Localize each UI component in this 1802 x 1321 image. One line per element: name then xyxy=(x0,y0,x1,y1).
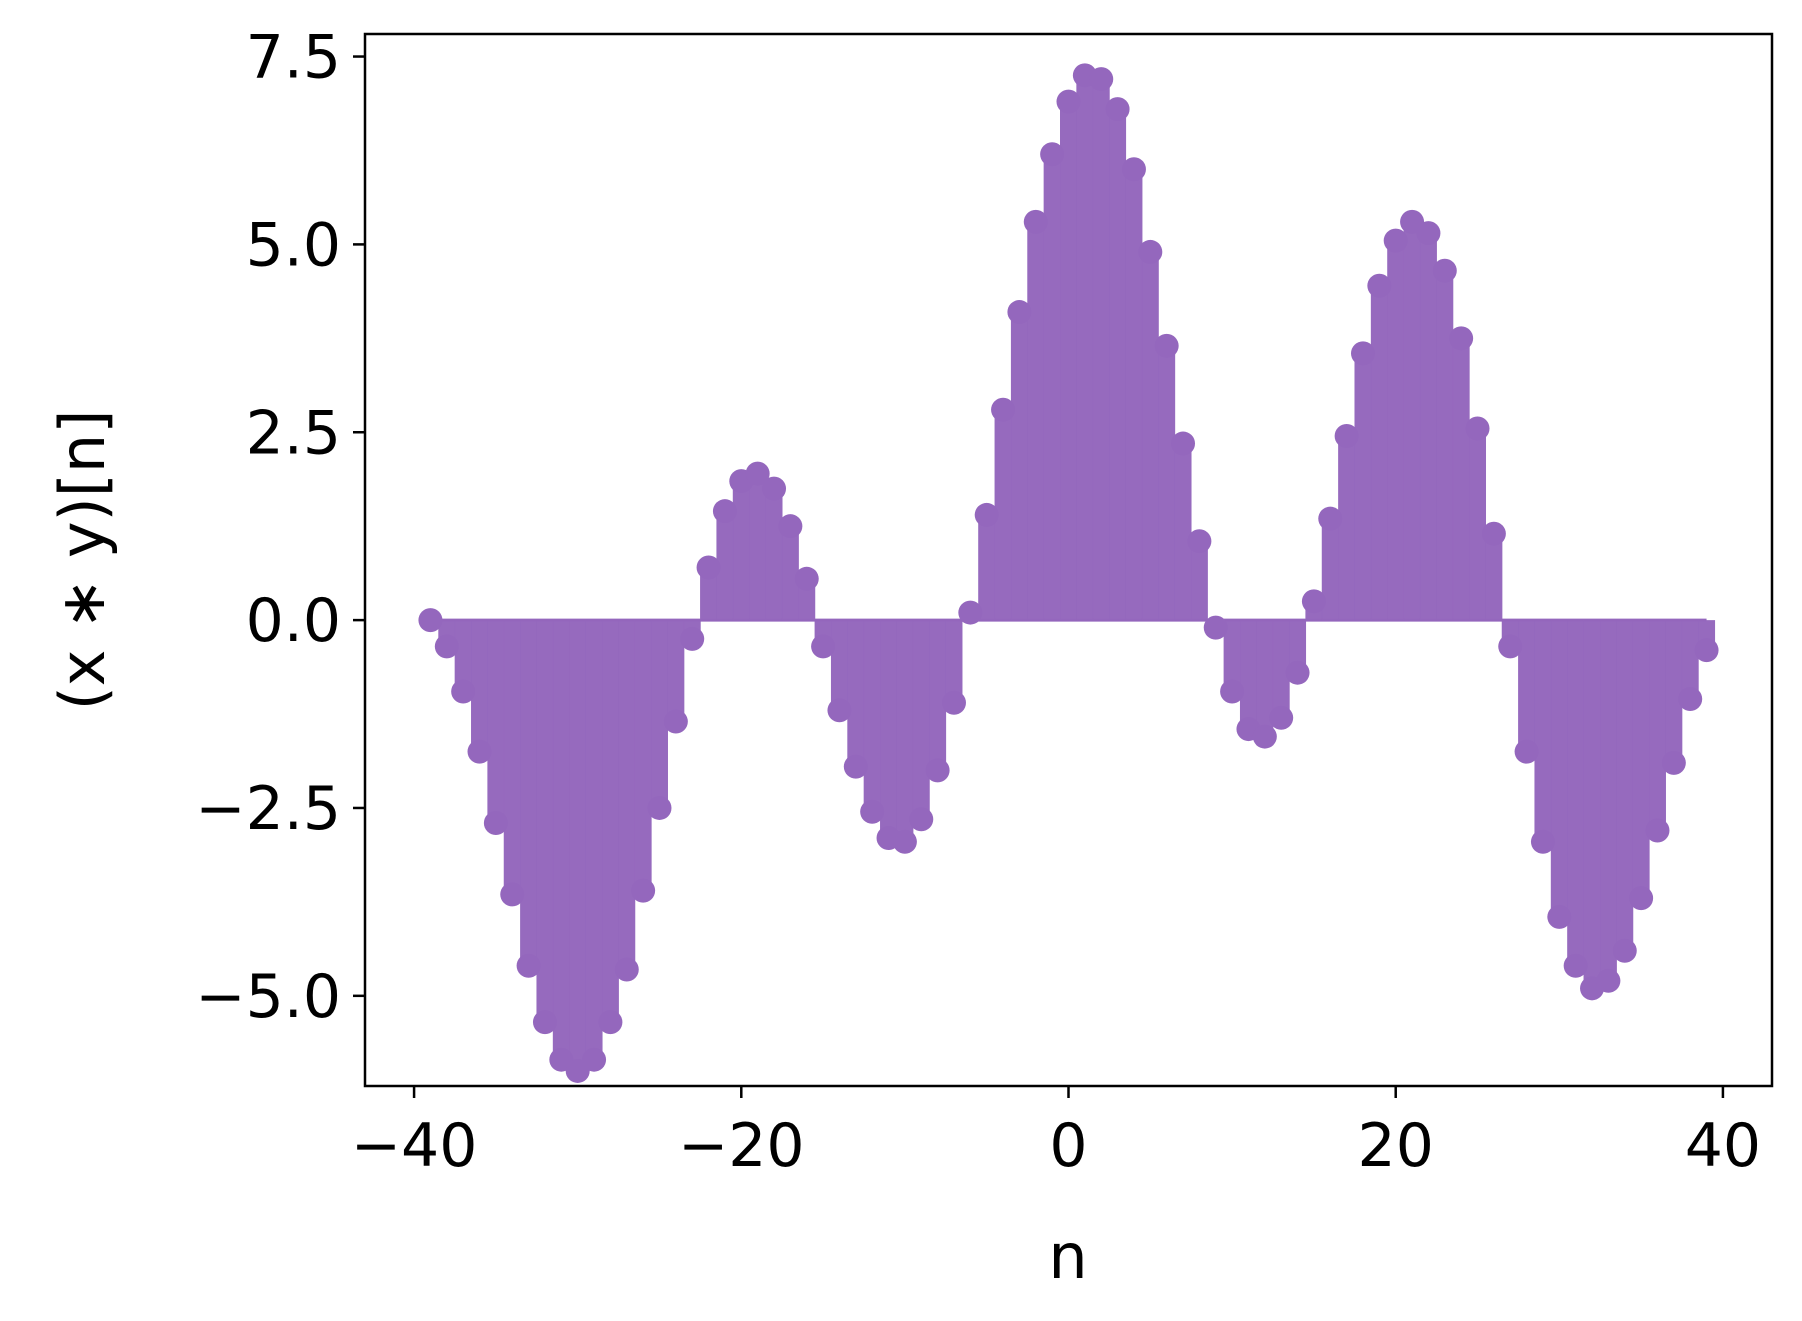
stem-marker xyxy=(1465,416,1490,441)
stem-marker xyxy=(745,461,770,486)
stem-marker xyxy=(1252,724,1277,749)
stem-marker xyxy=(827,698,852,723)
x-tick-label: −20 xyxy=(678,1111,805,1181)
stem-marker xyxy=(434,634,459,659)
stem-marker xyxy=(663,709,688,734)
x-tick-label: 20 xyxy=(1358,1111,1434,1181)
stem-marker xyxy=(1056,89,1081,114)
x-tick-label: 40 xyxy=(1685,1111,1761,1181)
stem-marker xyxy=(925,758,950,783)
stem-marker xyxy=(1220,679,1245,704)
stem-marker xyxy=(843,754,868,779)
stem-marker xyxy=(647,795,672,820)
stem-marker xyxy=(991,397,1016,422)
stem-marker xyxy=(1530,829,1555,854)
x-tick-label: −40 xyxy=(351,1111,478,1181)
stem-marker xyxy=(1367,273,1392,298)
stem-marker xyxy=(516,953,541,978)
stem-marker xyxy=(680,626,705,651)
stem-marker xyxy=(500,882,525,907)
stem-marker xyxy=(1563,953,1588,978)
stem-marker xyxy=(1285,660,1310,685)
stem-marker xyxy=(1596,968,1621,993)
stem-marker xyxy=(483,811,508,835)
stem-marker xyxy=(1089,67,1114,92)
stem-marker xyxy=(1432,258,1457,283)
stem-marker xyxy=(762,476,787,501)
y-tick-label: −5.0 xyxy=(195,962,341,1032)
stem-marker xyxy=(1498,634,1523,659)
stem-marker xyxy=(1350,341,1375,366)
stem-marker xyxy=(582,1047,607,1072)
stem-marker xyxy=(598,1010,623,1035)
stem-marker xyxy=(1318,506,1343,531)
stem-marker xyxy=(1416,221,1441,246)
y-tick-label: 7.5 xyxy=(246,23,341,93)
stem-marker xyxy=(1678,687,1703,712)
stem-lines xyxy=(430,75,1716,1071)
x-axis-label: n xyxy=(1048,1220,1087,1293)
stem-marker xyxy=(1547,904,1572,929)
stem-marker xyxy=(1645,818,1670,843)
stem-marker xyxy=(958,600,983,625)
stem-marker xyxy=(418,608,443,633)
y-tick-label: 2.5 xyxy=(246,398,341,468)
stem-marker xyxy=(1481,521,1506,546)
y-tick-label: −2.5 xyxy=(195,774,341,844)
stem-marker xyxy=(941,690,966,715)
y-tick-label: 0.0 xyxy=(246,586,341,656)
stem-marker xyxy=(1023,209,1048,234)
stem-marker xyxy=(1040,142,1065,167)
stem-marker xyxy=(1334,424,1359,449)
stem-marker xyxy=(1138,239,1163,264)
stem-marker xyxy=(1105,97,1130,122)
y-axis-label: (x ∗ y)[n] xyxy=(46,410,119,711)
stem-marker xyxy=(1121,157,1146,182)
stem-marker xyxy=(1383,228,1408,253)
stem-marker xyxy=(696,555,721,580)
stem-marker xyxy=(1187,529,1212,554)
x-tick-label: 0 xyxy=(1049,1111,1087,1181)
stem-marker xyxy=(892,829,917,854)
stem-marker xyxy=(1171,431,1196,456)
stem-marker xyxy=(631,878,656,903)
stem-marker xyxy=(1203,615,1228,640)
stem-marker xyxy=(1514,739,1539,764)
stem-marker xyxy=(1694,638,1719,663)
stem-marker xyxy=(811,634,836,659)
stem-marker xyxy=(532,1010,557,1035)
stem-marker xyxy=(1629,886,1654,911)
stem-marker xyxy=(1007,300,1032,325)
y-axis-ticks: −5.0 −2.5 0.0 2.5 5.0 7.5 xyxy=(195,23,365,1032)
stem-marker xyxy=(860,799,885,824)
stem-marker xyxy=(1661,750,1686,775)
stem-marker xyxy=(1612,938,1637,963)
stem-marker xyxy=(974,502,999,527)
stem-marker xyxy=(778,514,803,539)
stem-marker xyxy=(614,957,639,982)
x-axis-ticks: −40 −20 0 20 40 xyxy=(351,1086,1761,1181)
stem-marker xyxy=(909,807,934,832)
y-tick-label: 5.0 xyxy=(246,210,341,280)
stem-marker xyxy=(451,679,476,704)
stem-marker xyxy=(467,739,492,764)
stem-marker xyxy=(794,566,819,591)
stem-marker xyxy=(1449,326,1474,351)
stem-marker xyxy=(1301,589,1326,614)
stem-marker xyxy=(712,499,737,524)
stem-markers xyxy=(418,63,1719,1083)
stem-marker xyxy=(1154,333,1179,358)
stem-marker xyxy=(1269,705,1294,730)
plot-frame xyxy=(363,32,1774,1088)
